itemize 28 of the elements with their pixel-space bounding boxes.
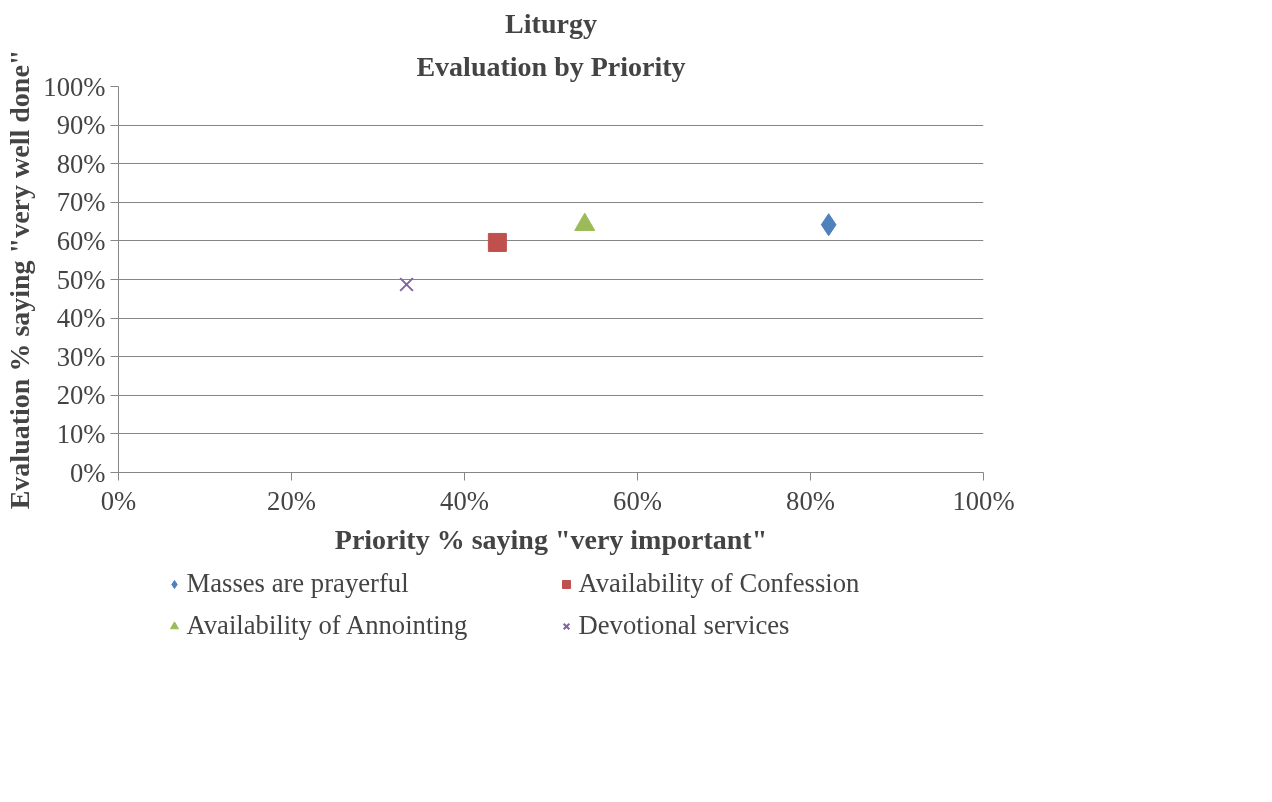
point [399, 277, 414, 292]
chart-subtitle: Evaluation by Priority [416, 50, 686, 82]
point [820, 213, 837, 237]
chart-title: Liturgy [505, 7, 597, 39]
y-axis-title: Evaluation % saying "very well done" [4, 49, 36, 510]
x-tick-label: 60% [613, 485, 662, 516]
y-tick-label: 50% [56, 264, 106, 295]
y-tick-label: 20% [56, 380, 106, 411]
x-tick-label: 80% [786, 485, 835, 516]
y-tick-label: 30% [56, 341, 106, 372]
y-tick-label: 100% [43, 71, 106, 102]
legend-label: Masses are prayerful [186, 567, 410, 600]
legend-label: Availability of Annointing [186, 609, 469, 642]
x-tick-label: 100% [952, 485, 1015, 516]
legend-label: Devotional services [578, 609, 791, 642]
y-tick-label: 40% [56, 303, 106, 334]
y-tick-label: 90% [56, 110, 106, 141]
x-tick-label: 20% [267, 485, 316, 516]
x-tick-label: 40% [440, 485, 489, 516]
x-tick-label: 0% [100, 485, 137, 516]
y-tick-label: 0% [69, 457, 106, 488]
y-tick-label: 80% [56, 148, 106, 179]
y-tick-label: 60% [56, 225, 106, 256]
x-axis-title: Priority % saying "very important" [334, 523, 768, 555]
y-tick-label: 70% [56, 187, 106, 218]
point [487, 232, 507, 252]
legend-label: Availability of Confession [578, 567, 861, 600]
y-tick-label: 10% [56, 418, 106, 449]
